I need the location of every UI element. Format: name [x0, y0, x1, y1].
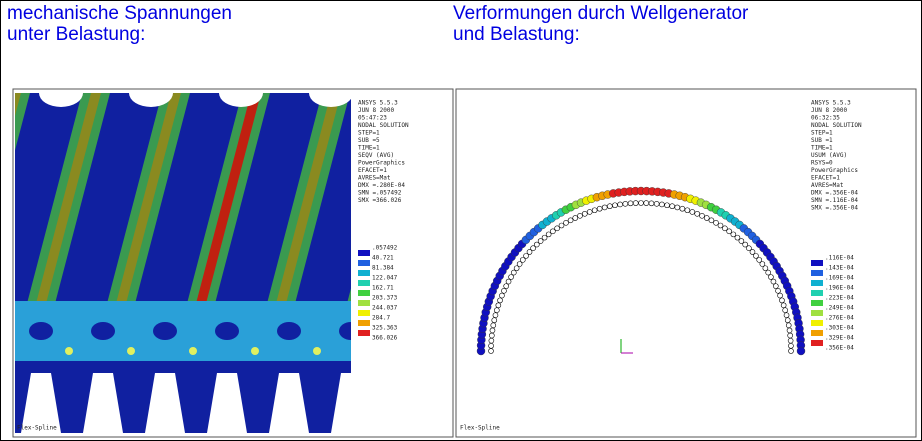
- info-line: 05:47:23: [358, 115, 387, 122]
- scale-swatch: [358, 270, 370, 276]
- scale-swatch: [811, 340, 823, 346]
- scale-swatch: [811, 280, 823, 286]
- hole: [29, 322, 53, 340]
- info-line: TIME=1: [358, 145, 380, 152]
- info-line: JUN 8 2000: [358, 107, 395, 114]
- scale-swatch: [358, 260, 370, 266]
- info-line: SEQV (AVG): [358, 152, 394, 159]
- scale-swatch: [358, 280, 370, 286]
- info-line: SUB =5: [358, 137, 380, 144]
- scale-label: 284.7: [372, 315, 390, 322]
- info-line: EFACET=1: [358, 167, 387, 174]
- hole: [91, 322, 115, 340]
- info-line: SUB =1: [811, 137, 833, 144]
- scale-swatch: [358, 250, 370, 256]
- info-line: 06:32:35: [811, 115, 840, 122]
- scale-swatch: [811, 330, 823, 336]
- scale-label: 162.71: [372, 285, 394, 292]
- page: mechanische Spannungen unter Belastung: …: [0, 0, 922, 441]
- tooth-tip-gap: [129, 79, 173, 107]
- scale-label: .057492: [372, 245, 398, 252]
- scale-swatch: [811, 300, 823, 306]
- info-line: PowerGraphics: [811, 167, 858, 174]
- scale-swatch: [358, 300, 370, 306]
- node: [189, 347, 197, 355]
- scale-label: 203.373: [372, 295, 398, 302]
- scale-label: 244.037: [372, 305, 398, 312]
- scale-swatch: [811, 260, 823, 266]
- info-line: JUN 8 2000: [811, 107, 848, 114]
- node: [251, 347, 259, 355]
- scale-label: .329E-04: [825, 335, 854, 342]
- tooth-tip-gap: [309, 79, 353, 107]
- info-line: PowerGraphics: [358, 160, 405, 167]
- tooth-tip-gap: [219, 79, 263, 107]
- info-line: STEP=1: [358, 130, 380, 137]
- scale-label: .303E-04: [825, 325, 854, 332]
- info-line: SMN =.116E-04: [811, 197, 858, 204]
- scale-label: .356E-04: [825, 345, 854, 352]
- scale-swatch: [811, 290, 823, 296]
- info-line: AVRES=Mat: [811, 182, 844, 189]
- scale-label: .143E-04: [825, 265, 854, 272]
- scale-label: 40.721: [372, 255, 394, 262]
- scale-label: .276E-04: [825, 315, 854, 322]
- scale-label: 325.363: [372, 325, 398, 332]
- info-line: USUM (AVG): [811, 152, 847, 159]
- info-line: ANSYS 5.5.3: [811, 100, 851, 107]
- image-frame: [456, 89, 916, 437]
- scale-swatch: [811, 320, 823, 326]
- info-line: NODAL SOLUTION: [358, 122, 409, 129]
- info-line: TIME=1: [811, 145, 833, 152]
- info-line: EFACET=1: [811, 175, 840, 182]
- scale-label: .249E-04: [825, 305, 854, 312]
- footer: Flex-Spline: [460, 425, 500, 432]
- hole: [215, 322, 239, 340]
- scale-swatch: [358, 310, 370, 316]
- scale-label: 366.026: [372, 335, 398, 342]
- scale-swatch: [358, 290, 370, 296]
- scale-swatch: [358, 320, 370, 326]
- arc-element: [797, 347, 805, 355]
- info-line: SMX =.356E-04: [811, 205, 858, 212]
- figures: ANSYS 5.5.3JUN 8 200005:47:23NODAL SOLUT…: [1, 1, 921, 440]
- info-line: NODAL SOLUTION: [811, 122, 862, 129]
- node: [65, 347, 73, 355]
- scale-swatch: [358, 330, 370, 336]
- hole: [277, 322, 301, 340]
- info-line: STEP=1: [811, 130, 833, 137]
- info-line: SMX =366.026: [358, 197, 402, 204]
- node: [127, 347, 135, 355]
- tooth-tip-gap: [39, 79, 83, 107]
- hole: [153, 322, 177, 340]
- scale-label: .169E-04: [825, 275, 854, 282]
- info-line: AVRES=Mat: [358, 175, 391, 182]
- footer: Flex-Spline: [17, 425, 57, 432]
- info-line: RSYS=0: [811, 160, 833, 167]
- scale-label: 81.384: [372, 265, 394, 272]
- scale-label: .116E-04: [825, 255, 854, 262]
- scale-swatch: [811, 310, 823, 316]
- info-line: SMN =.057492: [358, 190, 402, 197]
- scale-label: 122.047: [372, 275, 398, 282]
- info-line: ANSYS 5.5.3: [358, 100, 398, 107]
- node: [313, 347, 321, 355]
- scale-label: .223E-04: [825, 295, 854, 302]
- info-line: DMX =.280E-04: [358, 182, 405, 189]
- info-line: DMX =.356E-04: [811, 190, 858, 197]
- scale-swatch: [811, 270, 823, 276]
- scale-label: .196E-04: [825, 285, 854, 292]
